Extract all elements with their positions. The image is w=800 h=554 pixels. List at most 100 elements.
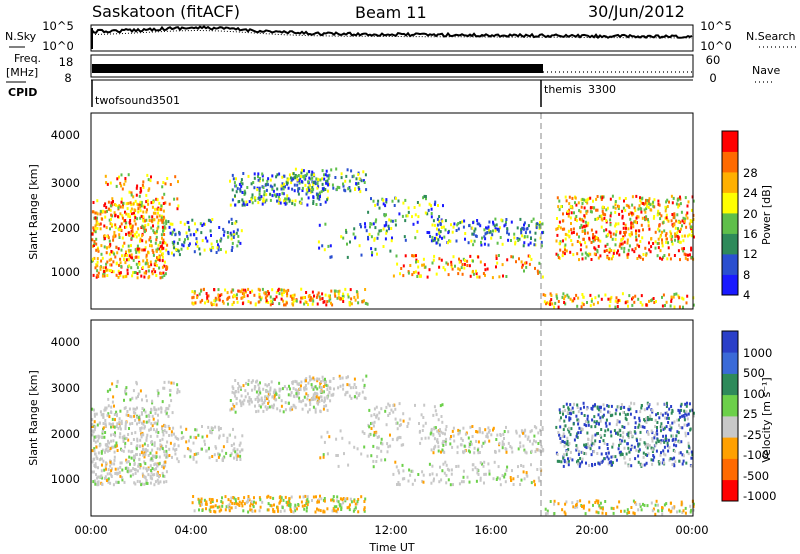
scatter-cell [377, 446, 380, 450]
scatter-cell [475, 430, 478, 433]
scatter-cell [444, 460, 447, 464]
scatter-cell [260, 195, 263, 199]
scatter-cell [621, 237, 624, 240]
scatter-cell [642, 228, 644, 232]
scatter-cell [523, 221, 526, 225]
scatter-cell [671, 409, 674, 413]
scatter-cell [128, 264, 131, 268]
scatter-cell [585, 424, 588, 428]
scatter-cell [169, 441, 172, 445]
scatter-cell [447, 273, 450, 277]
colorbar-segment [722, 479, 738, 502]
scatter-cell [103, 270, 106, 273]
scatter-cell [592, 239, 595, 243]
scatter-cell [638, 204, 641, 208]
scatter-cell [559, 248, 562, 252]
scatter-cell [623, 509, 626, 513]
scatter-cell [107, 445, 110, 449]
scatter-cell [222, 456, 225, 460]
scatter-cell [250, 502, 253, 505]
scatter-cell [682, 459, 685, 463]
scatter-cell [95, 412, 98, 416]
scatter-cell [323, 510, 326, 514]
scatter-cell [104, 215, 107, 219]
scatter-cell [159, 241, 162, 245]
scatter-cell [435, 232, 438, 236]
scatter-cell [570, 408, 573, 412]
scatter-cell [428, 473, 431, 477]
scatter-cell [502, 274, 504, 278]
scatter-cell [148, 428, 151, 432]
scatter-cell [568, 416, 571, 420]
scatter-cell [420, 274, 422, 278]
scatter-cell [101, 457, 103, 461]
scatter-cell [475, 234, 478, 238]
scatter-cell [163, 264, 166, 268]
scatter-cell [587, 252, 590, 256]
scatter-cell [142, 453, 145, 457]
scatter-cell [162, 238, 165, 242]
scatter-cell [357, 301, 360, 305]
scatter-cell [433, 477, 435, 481]
scatter-cell [467, 436, 470, 440]
scatter-cell [128, 407, 131, 411]
scatter-cell [461, 220, 464, 224]
scatter-cell [168, 434, 171, 437]
scatter-cell [130, 456, 133, 460]
scatter-cell [229, 499, 232, 503]
scatter-cell [392, 472, 395, 476]
scatter-cell [114, 434, 117, 438]
scatter-cell [163, 260, 166, 264]
scatter-cell [431, 464, 434, 468]
scatter-cell [569, 456, 572, 460]
scatter-cell [161, 255, 164, 259]
scatter-cell [325, 303, 328, 307]
scatter-cell [110, 467, 113, 471]
scatter-cell [447, 231, 450, 235]
scatter-cell [682, 414, 685, 418]
scatter-cell [438, 434, 441, 437]
scatter-cell [98, 435, 101, 439]
scatter-cell [648, 227, 651, 231]
scatter-cell [319, 195, 321, 198]
scatter-cell [680, 402, 683, 406]
scatter-cell [594, 238, 596, 242]
scatter-cell [305, 502, 308, 506]
scatter-cell [212, 303, 215, 306]
scatter-cell [127, 173, 130, 177]
scatter-cell [306, 397, 309, 401]
scatter-cell [300, 287, 303, 291]
scatter-cell [526, 227, 529, 230]
scatter-cell [549, 302, 552, 306]
scatter-cell [237, 497, 240, 500]
scatter-cell [126, 253, 128, 257]
scatter-cell [103, 204, 106, 208]
scatter-cell [450, 472, 453, 476]
scatter-cell [136, 244, 139, 248]
scatter-cell [515, 429, 518, 433]
scatter-cell [441, 236, 443, 240]
scatter-cell [259, 196, 262, 200]
scatter-cell [567, 229, 570, 233]
scatter-cell [439, 223, 442, 226]
scatter-cell [520, 231, 523, 235]
scatter-cell [505, 425, 507, 429]
scatter-cell [320, 497, 323, 501]
scatter-cell [139, 200, 142, 204]
scatter-cell [338, 503, 341, 507]
scatter-cell [575, 434, 578, 438]
scatter-cell [654, 418, 657, 422]
scatter-cell [597, 238, 600, 242]
scatter-cell [203, 248, 206, 252]
scatter-cell [169, 231, 172, 235]
scatter-cell [550, 298, 553, 302]
scatter-cell [120, 222, 123, 226]
scatter-cell [640, 210, 643, 214]
scatter-cell [433, 405, 436, 409]
scatter-cell [407, 271, 410, 275]
scatter-cell [430, 207, 433, 211]
scatter-cell [220, 508, 223, 512]
scatter-cell [151, 272, 154, 276]
scatter-cell [150, 175, 152, 179]
scatter-cell [322, 187, 325, 191]
